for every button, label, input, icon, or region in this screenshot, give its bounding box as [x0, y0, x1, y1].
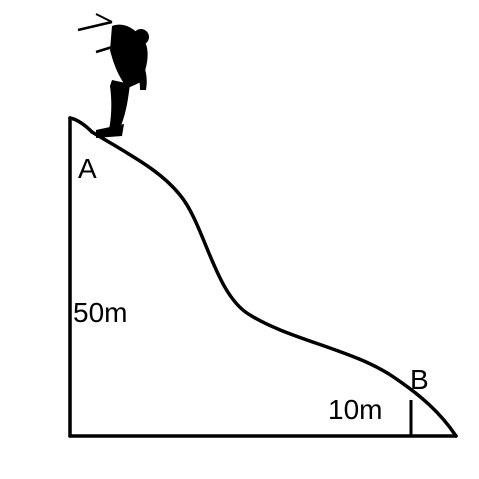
slope-curve: [92, 132, 456, 436]
skier-silhouette-icon: [78, 14, 149, 138]
height-label-10m: 10m: [328, 394, 382, 425]
point-a-label: A: [78, 153, 97, 184]
cliff-top-edge: [70, 118, 92, 132]
point-b-label: B: [410, 364, 429, 395]
height-label-50m: 50m: [73, 297, 127, 328]
